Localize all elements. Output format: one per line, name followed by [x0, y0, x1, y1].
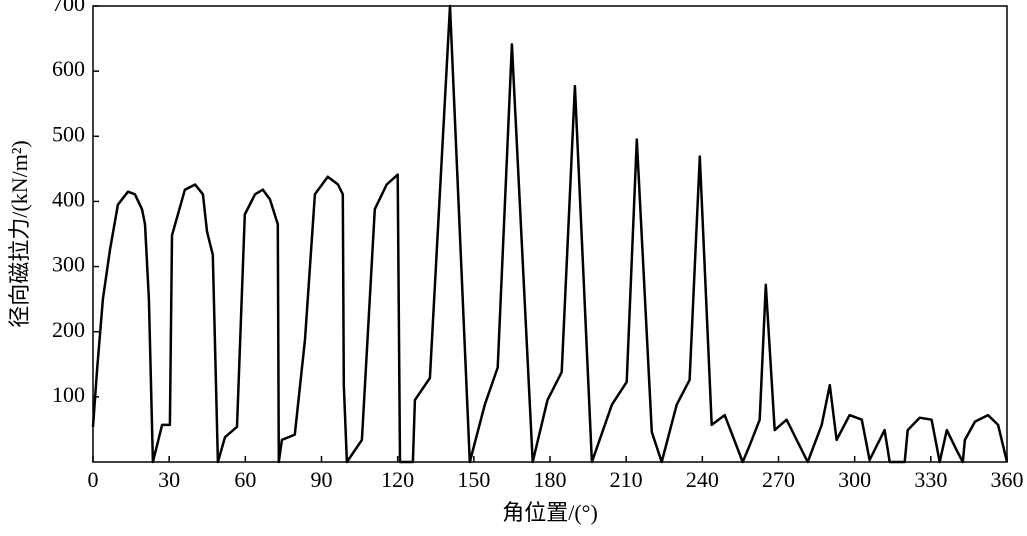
x-tick-label: 0 [88, 467, 99, 492]
y-tick-label: 500 [52, 121, 85, 146]
x-tick-label: 330 [914, 467, 947, 492]
y-tick-label: 300 [52, 252, 85, 277]
x-tick-label: 240 [686, 467, 719, 492]
x-tick-label: 210 [610, 467, 643, 492]
x-tick-label: 300 [838, 467, 871, 492]
y-tick-label: 100 [52, 382, 85, 407]
x-tick-label: 270 [762, 467, 795, 492]
x-tick-label: 180 [534, 467, 567, 492]
x-tick-label: 120 [381, 467, 414, 492]
x-tick-label: 150 [457, 467, 490, 492]
x-tick-label: 60 [234, 467, 256, 492]
y-tick-label: 700 [52, 0, 85, 16]
x-axis-label: 角位置/(°) [502, 500, 598, 525]
x-tick-label: 90 [311, 467, 333, 492]
data-line [91, 4, 1009, 464]
y-tick-label: 600 [52, 56, 85, 81]
y-tick-label: 200 [52, 317, 85, 342]
x-tick-label: 360 [991, 467, 1024, 492]
y-tick-label: 400 [52, 186, 85, 211]
y-axis-label: 径向磁拉力/(kN/m²) [7, 140, 32, 327]
x-tick-label: 30 [158, 467, 180, 492]
